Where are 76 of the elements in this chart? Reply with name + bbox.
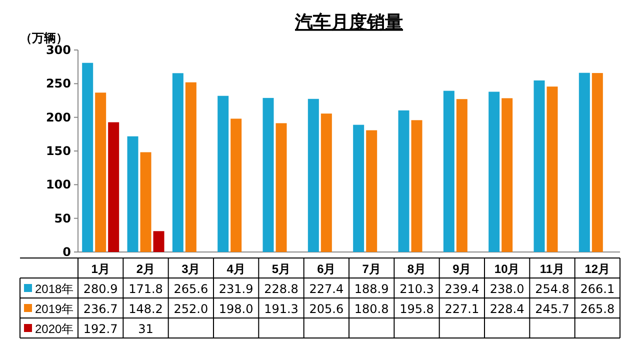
- x-tick-label: 8月: [407, 262, 426, 276]
- data-label: 195.8: [400, 302, 434, 316]
- bar: [185, 82, 196, 252]
- data-label: 228.4: [490, 302, 524, 316]
- data-label: 188.9: [354, 282, 389, 296]
- y-tick-label: 0: [62, 245, 71, 259]
- data-label: 205.6: [309, 302, 344, 316]
- data-label: 180.8: [354, 302, 389, 316]
- data-label: 236.7: [83, 302, 118, 316]
- bar: [456, 99, 468, 252]
- legend-label: 2019年: [35, 302, 74, 316]
- x-tick-label: 3月: [182, 262, 200, 276]
- y-tick-label: 200: [46, 110, 71, 124]
- bar: [172, 73, 184, 252]
- bar: [578, 72, 590, 252]
- data-label: 148.2: [128, 302, 163, 316]
- data-label: 228.8: [264, 282, 298, 296]
- bar: [366, 130, 378, 252]
- bar: [411, 120, 422, 252]
- y-tick-label: 50: [54, 211, 71, 226]
- bar: [443, 90, 454, 252]
- data-label: 210.3: [400, 282, 434, 296]
- bar: [218, 96, 229, 252]
- bar: [230, 118, 242, 252]
- x-tick-label: 11月: [540, 262, 565, 276]
- data-label: 238.0: [490, 282, 524, 296]
- data-label: 227.4: [309, 282, 344, 296]
- x-tick-label: 12月: [584, 262, 610, 276]
- data-label: 280.9: [83, 282, 118, 296]
- x-tick-label: 9月: [452, 262, 472, 276]
- bar: [95, 92, 106, 252]
- data-label: 266.1: [580, 282, 615, 296]
- x-tick-label: 5月: [272, 262, 291, 276]
- data-label: 227.1: [444, 302, 480, 316]
- data-label: 245.7: [535, 302, 570, 316]
- data-label: 171.8: [128, 282, 163, 296]
- bar: [353, 124, 364, 252]
- bar: [308, 98, 319, 252]
- data-label: 231.9: [218, 282, 254, 296]
- bar: [488, 92, 500, 252]
- bar: [108, 122, 120, 252]
- bar: [153, 231, 164, 252]
- data-label: 254.8: [535, 282, 570, 296]
- legend-label: 2018年: [35, 282, 74, 296]
- bar: [320, 114, 332, 252]
- bar: [592, 73, 603, 252]
- data-label: 252.0: [174, 302, 208, 316]
- x-tick-label: 1月: [91, 262, 110, 276]
- data-label: 265.8: [580, 302, 615, 316]
- bar: [140, 152, 152, 252]
- data-label: 239.4: [444, 282, 480, 296]
- bar: [262, 98, 274, 252]
- legend-label: 2020年: [35, 322, 74, 336]
- bar: [502, 98, 513, 252]
- bar: [546, 86, 558, 252]
- y-tick-label: 150: [46, 144, 71, 158]
- data-label: 198.0: [218, 302, 254, 316]
- data-label: 192.7: [83, 322, 118, 336]
- data-label: 191.3: [264, 302, 298, 316]
- bar: [398, 110, 410, 252]
- chart-title: 汽车月度销量: [294, 12, 403, 32]
- x-tick-label: 7月: [362, 262, 381, 276]
- y-tick-label: 100: [46, 178, 71, 192]
- data-label: 265.6: [174, 282, 208, 296]
- y-tick-label: 250: [46, 76, 71, 91]
- y-axis-title: （万辆）: [20, 31, 68, 45]
- bar: [82, 62, 94, 252]
- data-label: 31: [138, 322, 154, 336]
- bar: [276, 123, 287, 252]
- y-tick-label: 300: [46, 43, 71, 57]
- bar: [534, 80, 545, 252]
- x-tick-label: 2月: [136, 262, 156, 276]
- bar: [127, 136, 138, 252]
- x-tick-label: 4月: [226, 262, 246, 276]
- x-tick-label: 6月: [317, 262, 336, 276]
- x-tick-label: 10月: [494, 262, 520, 276]
